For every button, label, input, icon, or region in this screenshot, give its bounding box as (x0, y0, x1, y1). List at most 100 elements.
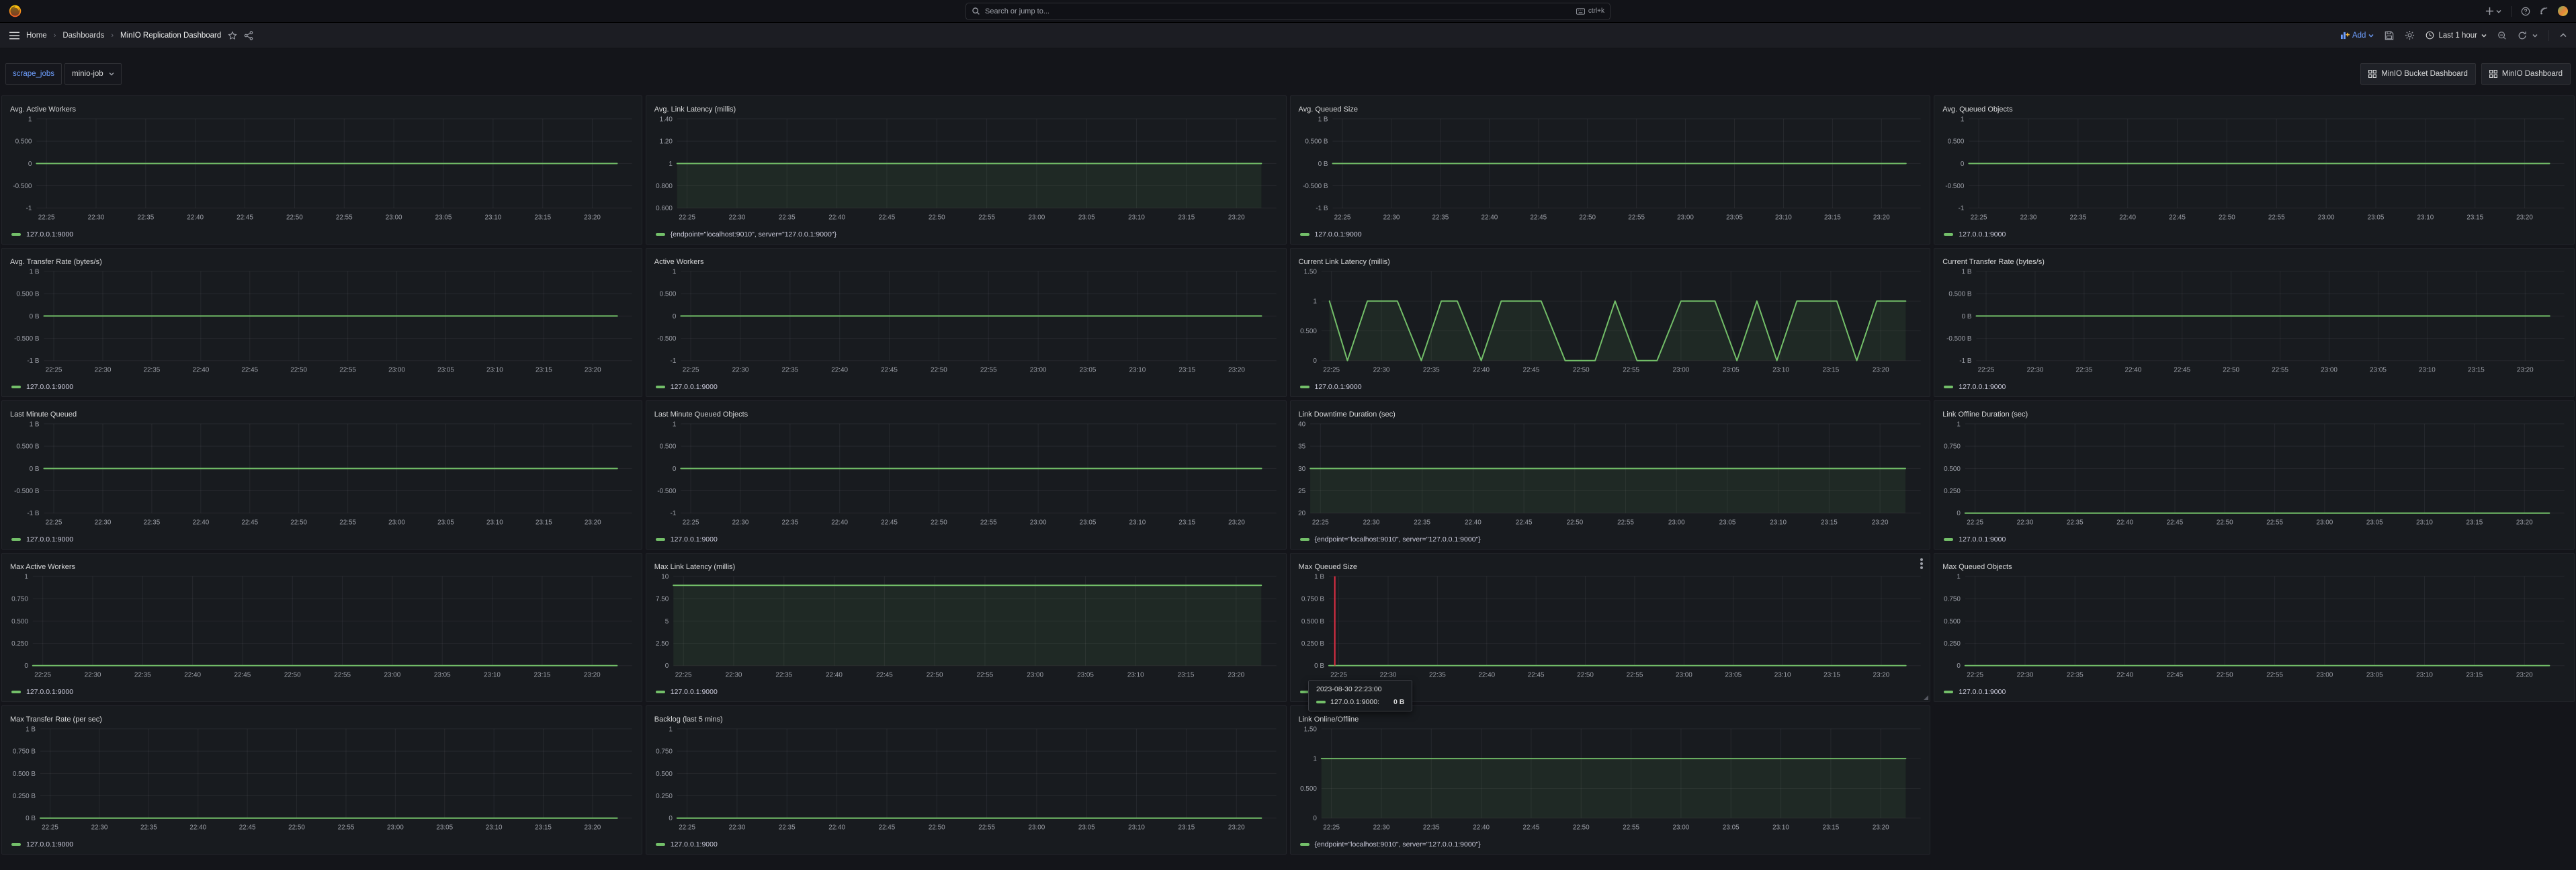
legend-item[interactable]: 127.0.0.1:9000 (11, 688, 73, 696)
legend-item[interactable]: {endpoint="localhost:9010", server="127.… (1300, 840, 1481, 849)
help-button[interactable] (2521, 7, 2530, 16)
refresh-interval-dropdown[interactable] (2532, 33, 2538, 38)
link-minio-dashboard[interactable]: MinIO Dashboard (2481, 63, 2571, 85)
time-series-chart[interactable]: 10.7500.5000.250022:2522:3022:3522:4022:… (2, 571, 642, 683)
legend-item[interactable]: 127.0.0.1:9000 (1944, 535, 2006, 543)
time-series-chart[interactable]: 10.5000-0.500-122:2522:3022:3522:4022:45… (2, 114, 642, 225)
panel-title[interactable]: Link Downtime Duration (sec) (1299, 406, 1396, 419)
save-dashboard-button[interactable] (2385, 31, 2394, 40)
panel-title[interactable]: Max Queued Objects (1942, 558, 2012, 571)
time-series-chart[interactable]: 107.5052.50022:2522:3022:3522:4022:4522:… (646, 571, 1286, 683)
panel-title[interactable]: Avg. Link Latency (millis) (654, 101, 736, 114)
panel-header[interactable]: Current Link Latency (millis) (1291, 249, 1930, 266)
time-series-chart[interactable]: 1 B0.500 B0 B-0.500 B-1 B22:2522:3022:35… (1291, 114, 1930, 225)
legend-item[interactable]: 127.0.0.1:9000 (11, 840, 73, 849)
breadcrumb-dashboards[interactable]: Dashboards (62, 32, 104, 40)
time-series-chart[interactable]: 10.5000-0.500-122:2522:3022:3522:4022:45… (1934, 114, 2574, 225)
new-menu-button[interactable] (2485, 7, 2501, 15)
panel-header[interactable]: Avg. Queued Size (1291, 96, 1930, 114)
grafana-logo[interactable] (8, 4, 22, 18)
panel-title[interactable]: Avg. Active Workers (10, 101, 76, 114)
legend-item[interactable]: 127.0.0.1:9000 (11, 230, 73, 238)
time-series-chart[interactable]: 1 B0.750 B0.500 B0.250 B0 B22:2522:3022:… (1291, 571, 1930, 683)
news-button[interactable] (2540, 7, 2548, 15)
panel-title[interactable]: Avg. Queued Objects (1942, 101, 2012, 114)
panel-header[interactable]: Active Workers (646, 249, 1286, 266)
time-series-chart[interactable]: 1.5010.500022:2522:3022:3522:4022:4522:5… (1291, 266, 1930, 378)
panel-header[interactable]: Link Offline Duration (sec) (1934, 401, 2574, 419)
link-minio-bucket-dashboard[interactable]: MinIO Bucket Dashboard (2360, 63, 2475, 85)
legend-item[interactable]: 127.0.0.1:9000 (1300, 383, 1362, 391)
panel-header[interactable]: Avg. Queued Objects (1934, 96, 2574, 114)
legend-item[interactable]: 127.0.0.1:9000 (1944, 688, 2006, 696)
legend-item[interactable]: 127.0.0.1:9000 (1944, 230, 2006, 238)
panel-header[interactable]: Last Minute Queued (2, 401, 642, 419)
panel-header[interactable]: Current Transfer Rate (bytes/s) (1934, 249, 2574, 266)
time-series-chart[interactable]: 10.7500.5000.250022:2522:3022:3522:4022:… (1934, 419, 2574, 530)
panel-title[interactable]: Active Workers (654, 253, 704, 266)
refresh-button[interactable] (2518, 31, 2527, 40)
panel-title[interactable]: Current Transfer Rate (bytes/s) (1942, 253, 2045, 266)
share-dashboard-button[interactable] (244, 31, 253, 40)
time-series-chart[interactable]: 1 B0.500 B0 B-0.500 B-1 B22:2522:3022:35… (1934, 266, 2574, 378)
time-series-chart[interactable]: 1 B0.500 B0 B-0.500 B-1 B22:2522:3022:35… (2, 266, 642, 378)
star-dashboard-button[interactable] (228, 31, 237, 40)
user-avatar[interactable] (2558, 6, 2568, 16)
legend-item[interactable]: 127.0.0.1:9000 (11, 383, 73, 391)
panel-header[interactable]: Avg. Active Workers (2, 96, 642, 114)
legend-item[interactable]: 127.0.0.1:9000 (11, 535, 73, 543)
breadcrumb-home[interactable]: Home (26, 32, 47, 40)
time-series-chart[interactable]: 1 B0.750 B0.500 B0.250 B0 B22:2522:3022:… (2, 724, 642, 835)
panel-title[interactable]: Max Queued Size (1299, 558, 1357, 571)
time-series-chart[interactable]: 10.7500.5000.250022:2522:3022:3522:4022:… (646, 724, 1286, 835)
panel-header[interactable]: Backlog (last 5 mins) (646, 706, 1286, 724)
collapse-toolbar-button[interactable] (2560, 33, 2567, 38)
panel-header[interactable]: Max Active Workers (2, 554, 642, 571)
panel-title[interactable]: Max Transfer Rate (per sec) (10, 711, 102, 724)
svg-text:0.500: 0.500 (1300, 328, 1317, 335)
svg-text:0.500 B: 0.500 B (1301, 618, 1324, 625)
panel-header[interactable]: Max Link Latency (millis) (646, 554, 1286, 571)
zoom-out-time-button[interactable] (2497, 31, 2507, 40)
time-series-chart[interactable]: 10.5000-0.500-122:2522:3022:3522:4022:45… (646, 419, 1286, 530)
time-range-picker[interactable]: Last 1 hour (2425, 31, 2487, 40)
panel-header[interactable]: Avg. Transfer Rate (bytes/s) (2, 249, 642, 266)
panel-header[interactable]: Max Queued Size (1291, 554, 1930, 571)
legend-item[interactable]: 127.0.0.1:9000 (656, 535, 718, 543)
time-series-chart[interactable]: 1.401.2010.8000.60022:2522:3022:3522:402… (646, 114, 1286, 225)
time-series-chart[interactable]: 1.5010.500022:2522:3022:3522:4022:4522:5… (1291, 724, 1930, 835)
time-series-chart[interactable]: 10.7500.5000.250022:2522:3022:3522:4022:… (1934, 571, 2574, 683)
panel-title[interactable]: Last Minute Queued Objects (654, 406, 748, 419)
legend-item[interactable]: 127.0.0.1:9000 (656, 840, 718, 849)
panel-title[interactable]: Current Link Latency (millis) (1299, 253, 1390, 266)
panel-title[interactable]: Avg. Queued Size (1299, 101, 1358, 114)
panel-header[interactable]: Max Queued Objects (1934, 554, 2574, 571)
panel-title[interactable]: Backlog (last 5 mins) (654, 711, 723, 724)
panel-header[interactable]: Last Minute Queued Objects (646, 401, 1286, 419)
legend-item[interactable]: 127.0.0.1:9000 (1300, 230, 1362, 238)
time-series-chart[interactable]: 10.5000-0.500-122:2522:3022:3522:4022:45… (646, 266, 1286, 378)
panel-resize-handle[interactable] (1924, 695, 1928, 700)
time-series-chart[interactable]: 403530252022:2522:3022:3522:4022:4522:50… (1291, 419, 1930, 530)
search-input[interactable]: Search or jump to... ctrl+k (965, 3, 1611, 20)
legend-item[interactable]: 127.0.0.1:9000 (656, 383, 718, 391)
dashboard-settings-button[interactable] (2405, 30, 2415, 40)
legend-item[interactable]: {endpoint="localhost:9010", server="127.… (1300, 535, 1481, 543)
panel-title[interactable]: Avg. Transfer Rate (bytes/s) (10, 253, 102, 266)
panel-title[interactable]: Link Offline Duration (sec) (1942, 406, 2028, 419)
panel-title[interactable]: Max Link Latency (millis) (654, 558, 735, 571)
panel-header[interactable]: Max Transfer Rate (per sec) (2, 706, 642, 724)
panel-title[interactable]: Last Minute Queued (10, 406, 77, 419)
panel-title[interactable]: Link Online/Offline (1299, 711, 1359, 724)
panel-header[interactable]: Avg. Link Latency (millis) (646, 96, 1286, 114)
add-panel-button[interactable]: Add (2340, 31, 2374, 40)
legend-item[interactable]: 127.0.0.1:9000 (1944, 383, 2006, 391)
panel-header[interactable]: Link Downtime Duration (sec) (1291, 401, 1930, 419)
mega-menu-button[interactable] (9, 32, 19, 40)
panel-title[interactable]: Max Active Workers (10, 558, 75, 571)
time-series-chart[interactable]: 1 B0.500 B0 B-0.500 B-1 B22:2522:3022:35… (2, 419, 642, 530)
legend-item[interactable]: 127.0.0.1:9000 (656, 688, 718, 696)
variable-value-picker[interactable]: minio-job (65, 63, 122, 85)
legend-item[interactable]: {endpoint="localhost:9010", server="127.… (656, 230, 836, 238)
svg-text:23:10: 23:10 (486, 519, 503, 526)
